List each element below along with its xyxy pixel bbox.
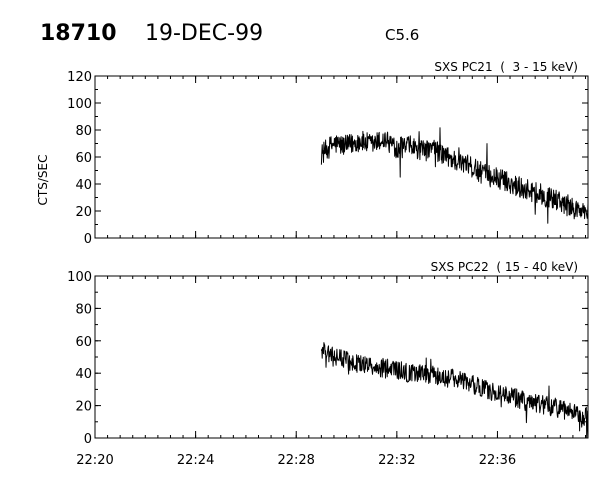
flare-class: C5.6 [385,26,419,44]
panel-bottom: SXS PC22 ( 15 - 40 keV) 0 20 40 60 80 100 22:2… [67,260,589,468]
y-tick-label: 80 [75,124,92,139]
event-id: 18710 [40,21,117,46]
y-tick-label: 20 [75,400,92,415]
panel-title: SXS PC22 ( 15 - 40 keV) [431,260,578,274]
plot-frame [94,75,589,239]
y-tick-label: 60 [75,335,92,350]
y-tick-label: 80 [75,302,92,317]
y-axis-label: CTS/SEC [36,155,50,206]
x-tick-label: 22:32 [378,453,415,468]
y-tick-label: 40 [75,367,92,382]
y-tick-label: 120 [67,70,92,85]
y-tick-label: 20 [75,205,92,220]
y-tick-label: 0 [84,432,92,447]
event-date: 19-DEC-99 [145,21,263,46]
panel-title: SXS PC21 ( 3 - 15 keV) [434,60,578,74]
x-tick-label: 22:20 [76,453,113,468]
x-tick-label: 22:24 [177,453,214,468]
y-tick-label: 60 [75,151,92,166]
y-tick-label: 100 [67,97,92,112]
x-tick-label: 22:36 [479,453,516,468]
y-tick-label: 40 [75,178,92,193]
series-line [320,127,589,224]
y-tick-label: 100 [67,270,92,285]
series-line [320,342,589,439]
panel-top: SXS PC21 ( 3 - 15 keV) CTS/SEC 0 20 40 60 80… [36,60,589,247]
x-tick-label: 22:28 [277,453,314,468]
y-tick-label: 0 [84,232,92,247]
